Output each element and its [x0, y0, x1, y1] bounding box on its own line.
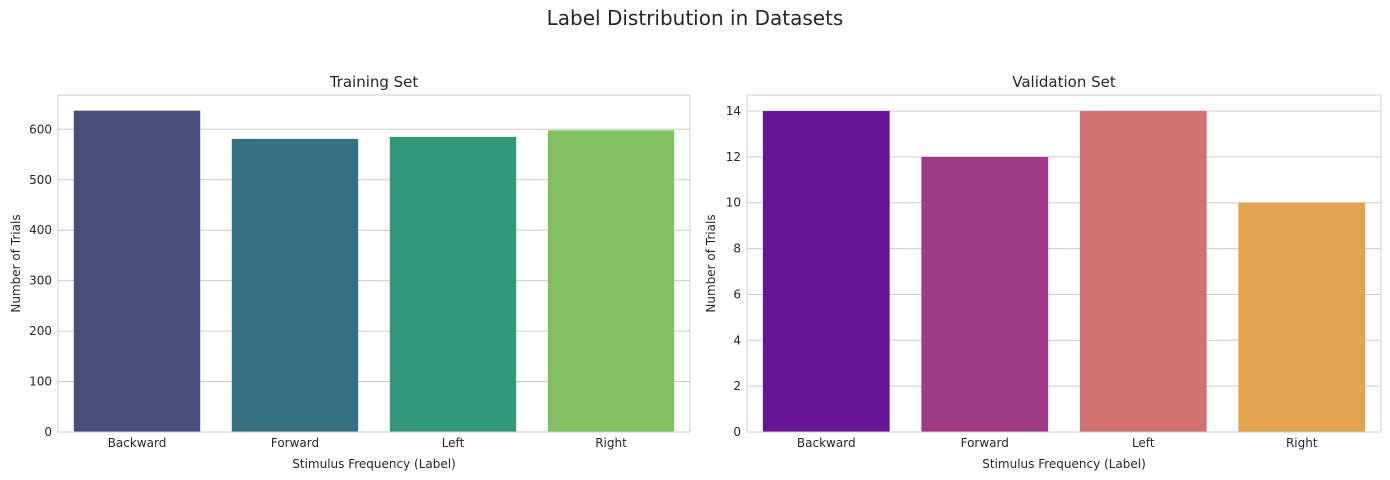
validation-bar-forward	[921, 156, 1049, 433]
validation-bar-backward	[762, 111, 890, 433]
validation-y-tick-label: 6	[733, 287, 741, 301]
validation-y-tick-label: 10	[726, 196, 741, 210]
training-axes-frame	[57, 94, 691, 433]
training-y-tick-label: 300	[29, 274, 52, 288]
validation-bar-right	[1238, 202, 1366, 432]
validation-y-tick-label: 4	[733, 333, 741, 347]
validation-x-tick-label: Backward	[797, 436, 856, 450]
training-x-tick-label: Left	[442, 436, 465, 450]
training-bar-right	[547, 130, 675, 432]
validation-y-axis-label: Number of Trials	[704, 214, 718, 312]
training-y-tick-label: 600	[29, 122, 52, 136]
training-y-tick-label: 100	[29, 375, 52, 389]
validation-x-tick-label: Right	[1286, 436, 1318, 450]
validation-axes-frame	[746, 94, 1382, 433]
training-chart-title: Training Set	[329, 73, 419, 91]
training-set-chart: 0 100 200 300 400 500 600 Backward Forward Left Ri…	[9, 73, 691, 471]
training-x-tick-label: Right	[595, 436, 627, 450]
validation-chart-title: Validation Set	[1012, 73, 1116, 91]
validation-x-tick-label: Forward	[961, 436, 1009, 450]
training-x-tick-label: Backward	[108, 436, 167, 450]
validation-y-tick-label: 14	[726, 104, 741, 118]
training-bar-forward	[231, 138, 359, 432]
training-x-tick-label: Forward	[271, 436, 319, 450]
figure-title: Label Distribution in Datasets	[546, 6, 844, 30]
validation-y-tick-label: 12	[726, 150, 741, 164]
validation-x-tick-label: Left	[1132, 436, 1155, 450]
training-y-axis-label: Number of Trials	[9, 214, 23, 312]
training-bar-backward	[73, 110, 201, 432]
training-y-tick-label: 500	[29, 173, 52, 187]
training-y-tick-label: 400	[29, 223, 52, 237]
training-y-tick-label: 200	[29, 324, 52, 338]
validation-x-axis-label: Stimulus Frequency (Label)	[982, 457, 1146, 471]
training-bar-left	[389, 136, 517, 433]
validation-bar-left	[1079, 111, 1207, 433]
validation-y-tick-label: 2	[733, 379, 741, 393]
validation-y-tick-label: 0	[733, 425, 741, 439]
training-y-tick-label: 0	[44, 425, 52, 439]
training-x-axis-label: Stimulus Frequency (Label)	[292, 457, 456, 471]
validation-y-tick-label: 8	[733, 242, 741, 256]
validation-set-chart: 0 2 4 6 8 10 12 14 Backward Forward Left Right Valid…	[704, 73, 1382, 471]
